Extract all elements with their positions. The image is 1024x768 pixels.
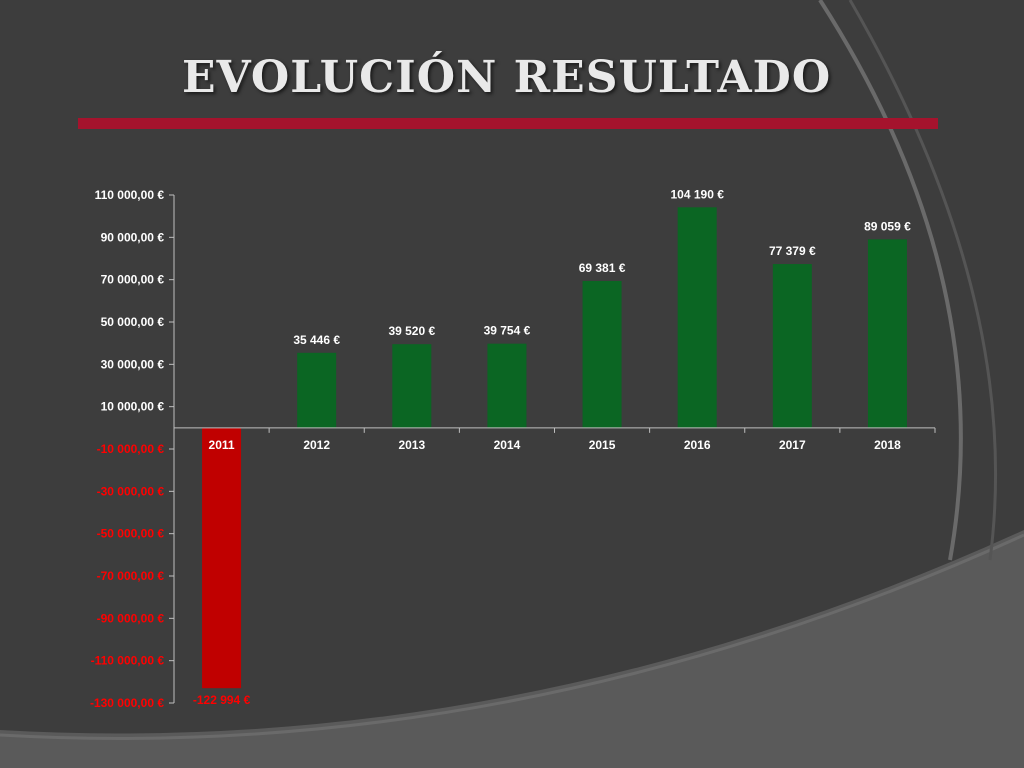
y-tick-label: 70 000,00 € xyxy=(101,273,165,287)
slide-title: EVOLUCIÓN RESULTADO xyxy=(182,52,832,103)
bar-2014 xyxy=(487,343,527,428)
data-label-2018: 89 059 € xyxy=(864,219,911,233)
bar-2013 xyxy=(392,344,432,428)
x-tick-label: 2017 xyxy=(779,438,806,452)
y-tick-label: -50 000,00 € xyxy=(97,527,165,541)
bar-2018 xyxy=(867,239,907,428)
y-tick-label: 50 000,00 € xyxy=(101,315,165,329)
bar-2012 xyxy=(297,352,337,428)
x-tick-label: 2018 xyxy=(874,438,901,452)
bar-2016 xyxy=(677,207,717,428)
y-tick-label: 30 000,00 € xyxy=(101,357,165,371)
data-label-2013: 39 520 € xyxy=(388,324,435,338)
bar-2011 xyxy=(202,427,242,689)
x-tick-label: 2014 xyxy=(494,438,521,452)
y-tick-label: 110 000,00 € xyxy=(95,188,165,202)
y-tick-label: 90 000,00 € xyxy=(101,230,165,244)
x-tick-label: 2015 xyxy=(589,438,616,452)
bar-2017 xyxy=(772,264,812,428)
y-tick-label: -70 000,00 € xyxy=(97,569,165,583)
bar-2015 xyxy=(582,280,622,428)
y-tick-label: -30 000,00 € xyxy=(97,484,165,498)
y-tick-label: 10 000,00 € xyxy=(101,400,165,414)
data-label-2014: 39 754 € xyxy=(484,324,531,338)
data-label-2016: 104 190 € xyxy=(670,187,724,201)
data-label-2012: 35 446 € xyxy=(293,333,340,347)
x-tick-label: 2012 xyxy=(303,438,330,452)
y-tick-label: -90 000,00 € xyxy=(97,611,165,625)
x-tick-label: 2016 xyxy=(684,438,711,452)
data-label-2011: -122 994 € xyxy=(193,693,251,707)
y-tick-label: -110 000,00 € xyxy=(91,654,165,668)
title-rule xyxy=(78,118,938,129)
y-tick-label: -10 000,00 € xyxy=(97,442,165,456)
data-label-2017: 77 379 € xyxy=(769,244,816,258)
y-tick-label: -130 000,00 € xyxy=(90,696,164,710)
data-label-2015: 69 381 € xyxy=(579,261,626,275)
x-tick-label: 2013 xyxy=(398,438,425,452)
x-tick-label: 2011 xyxy=(209,438,235,452)
